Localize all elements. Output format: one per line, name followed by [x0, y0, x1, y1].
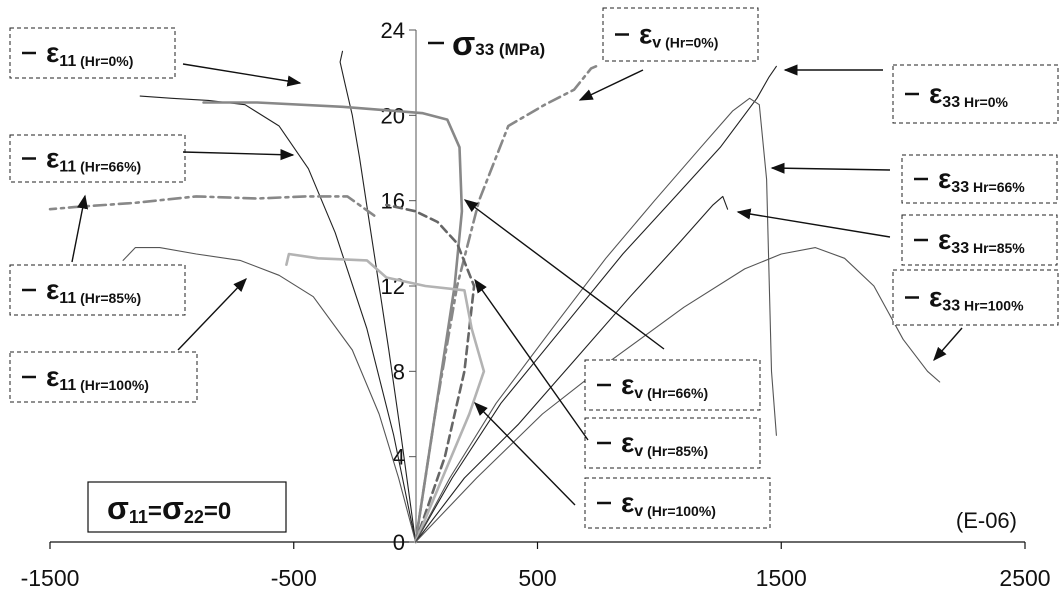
- legend-callout: ε33 Hr=0%: [783, 64, 1059, 124]
- legend-callout: εv (Hr=100%): [474, 402, 771, 529]
- y-tick-label: 24: [381, 18, 405, 43]
- legend-callout: εv (Hr=0%): [578, 7, 759, 101]
- callout-box: [584, 477, 771, 529]
- callout-arrow: [474, 278, 589, 441]
- y-tick-label: 4: [393, 445, 405, 470]
- legend-callout: ε11 (Hr=66%): [9, 134, 295, 183]
- series-line: [285, 252, 486, 544]
- y-tick-label: 20: [381, 103, 405, 128]
- callout-box: [9, 27, 176, 79]
- callout-box: [584, 417, 761, 469]
- unit-note: (E-06): [956, 508, 1017, 533]
- series-line: [415, 65, 777, 543]
- legend-callout: ε11 (Hr=100%): [9, 277, 247, 403]
- legend-callout: εv (Hr=66%): [463, 199, 761, 411]
- callout-arrow: [770, 162, 891, 174]
- legend-callout: ε11 (Hr=0%): [9, 27, 302, 87]
- series-line: [415, 247, 941, 543]
- callout-arrow: [71, 194, 89, 263]
- series-line: [202, 101, 464, 544]
- callout-arrow: [933, 327, 963, 362]
- x-tick-label: -500: [271, 565, 317, 591]
- legend-callout: εv (Hr=85%): [474, 278, 761, 469]
- y-tick-label: 8: [393, 359, 405, 384]
- callout-label: ε33 Hr=0%: [929, 78, 1009, 111]
- callout-label: ε33 Hr=66%: [938, 163, 1025, 196]
- legend-callout: ε33 Hr=66%: [770, 154, 1058, 204]
- legend-callout: ε33 Hr=85%: [736, 208, 1058, 266]
- series-line: [415, 195, 729, 543]
- condition-box: [87, 481, 287, 533]
- callout-arrow: [736, 208, 891, 238]
- series-line: [415, 97, 777, 543]
- legend-callout: ε11 (Hr=85%): [9, 194, 186, 316]
- callout-label: εv (Hr=66%): [621, 369, 708, 402]
- callout-label: ε33 Hr=100%: [929, 282, 1024, 315]
- x-tick-label: 1500: [756, 565, 807, 591]
- y-tick-label: 16: [381, 189, 405, 214]
- callout-arrow: [177, 277, 247, 351]
- callout-label: εv (Hr=100%): [621, 487, 716, 520]
- callout-box: [584, 359, 761, 411]
- callout-box: [901, 214, 1058, 266]
- callout-label: ε11 (Hr=85%): [46, 274, 141, 307]
- series-line: [414, 65, 598, 544]
- callout-arrow: [474, 402, 576, 506]
- chart-title: σ33 (MPa): [452, 25, 545, 63]
- series-line: [385, 203, 476, 544]
- callout-box: [9, 134, 186, 183]
- callout-label: ε33 Hr=85%: [938, 224, 1025, 257]
- condition-label: σ11=σ22=0: [107, 490, 231, 527]
- callout-box: [892, 64, 1059, 124]
- legend-callout: ε33 Hr=100%: [892, 269, 1059, 362]
- callout-box: [9, 351, 198, 403]
- chart-text: σ33 (MPa) (E-06) σ11=σ22=0: [87, 25, 1017, 533]
- series-line: [139, 95, 417, 543]
- callout-label: ε11 (Hr=100%): [46, 361, 149, 394]
- callout-arrow: [182, 149, 295, 161]
- callout-label: εv (Hr=85%): [621, 427, 708, 460]
- callout-box: [892, 269, 1059, 326]
- callout-box: [9, 264, 186, 316]
- callout-label: ε11 (Hr=0%): [46, 37, 133, 70]
- x-tick-label: -1500: [21, 565, 80, 591]
- legend-callouts: ε11 (Hr=0%) ε11 (Hr=66%) ε11 (Hr=85%) ε11 (…: [9, 7, 1059, 529]
- x-tick-label: 500: [518, 565, 556, 591]
- callout-label: ε11 (Hr=66%): [46, 143, 141, 176]
- callout-arrow: [463, 199, 665, 350]
- x-tick-label: 2500: [999, 565, 1050, 591]
- callout-arrow: [182, 63, 302, 87]
- series-group: [48, 50, 941, 544]
- y-tick-label: 0: [393, 530, 405, 555]
- series-line: [122, 247, 417, 543]
- series-line: [48, 195, 376, 217]
- series-line: [339, 50, 417, 543]
- callout-arrow: [578, 69, 644, 101]
- callout-label: εv (Hr=0%): [639, 19, 718, 52]
